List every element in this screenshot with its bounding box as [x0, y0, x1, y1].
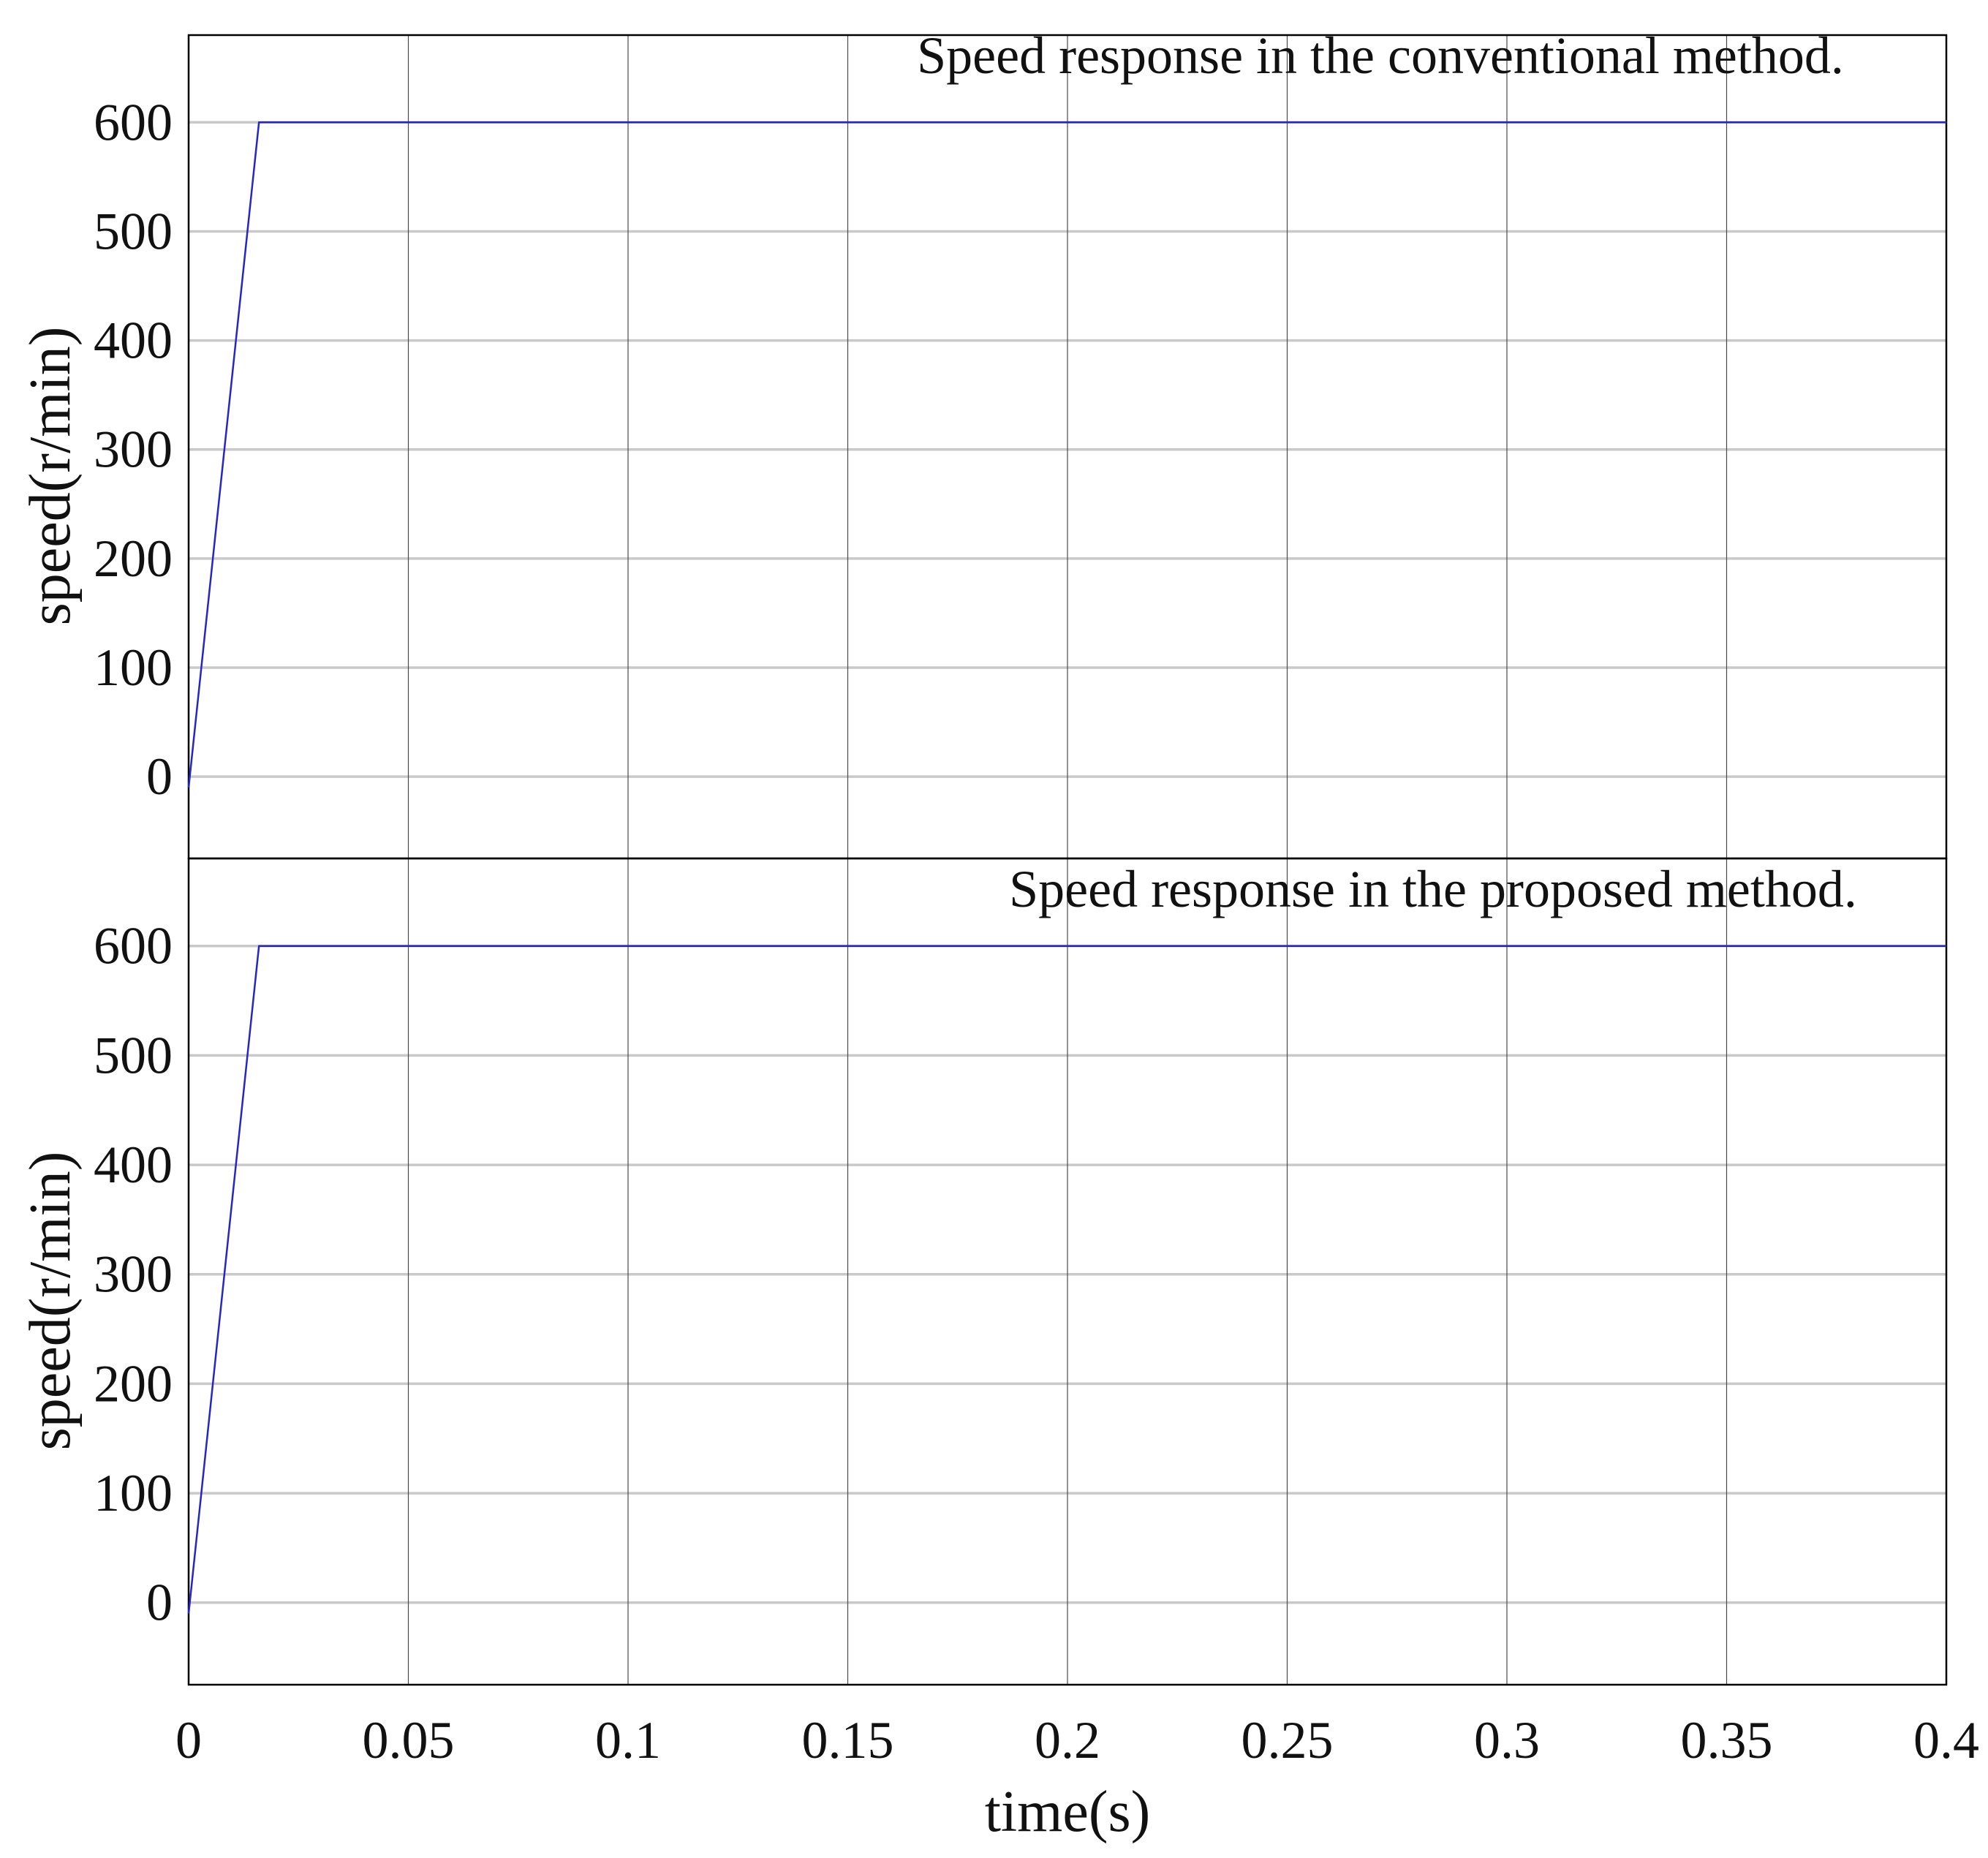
x-tick-label: 0.35: [1681, 1711, 1773, 1770]
plot-annotation: Speed response in the conventional metho…: [917, 26, 1844, 85]
y-tick-label: 500: [94, 1026, 173, 1084]
y-tick-label: 100: [94, 638, 173, 697]
subplot-1: 0 100 200 300 400 500 600 speed(r/min) Speed res…: [18, 26, 1948, 860]
speed-series-line: [187, 121, 1946, 788]
x-tick-label: 0.1: [595, 1711, 661, 1770]
x-tick-label: 0.05: [363, 1711, 455, 1770]
y-tick-label: 600: [94, 93, 173, 151]
x-tick-label: 0.25: [1241, 1711, 1334, 1770]
y-tick-label: 300: [94, 1245, 173, 1304]
y-tick-label: 100: [94, 1464, 173, 1522]
plot-annotation: Speed response in the proposed method.: [1009, 860, 1857, 918]
y-axis-label: speed(r/min): [18, 1152, 83, 1451]
x-axis-label: time(s): [985, 1780, 1151, 1844]
x-tick-label: 0.2: [1035, 1711, 1100, 1770]
y-tick-label: 0: [146, 747, 173, 806]
y-tick-label: 200: [94, 529, 173, 588]
y-tick-label: 400: [94, 1136, 173, 1194]
speed-series-line: [187, 945, 1946, 1614]
y-tick-label: 400: [94, 311, 173, 370]
x-tick-label: 0.4: [1913, 1711, 1979, 1770]
y-tick-label: 500: [94, 202, 173, 260]
x-tick-label: 0.3: [1474, 1711, 1540, 1770]
y-tick-label: 300: [94, 420, 173, 479]
y-tick-label: 0: [146, 1574, 173, 1632]
y-tick-label: 600: [94, 917, 173, 975]
x-tick-label: 0.15: [802, 1711, 894, 1770]
x-tick-label: 0: [175, 1711, 202, 1770]
y-axis-label: speed(r/min): [18, 327, 83, 626]
y-tick-label: 200: [94, 1354, 173, 1413]
subplot-2: 0 100 200 300 400 500 600 0 0.05 0.1 0.15 0.2 0.25 0.…: [18, 857, 1979, 1844]
plot-frame: [187, 857, 1948, 1686]
